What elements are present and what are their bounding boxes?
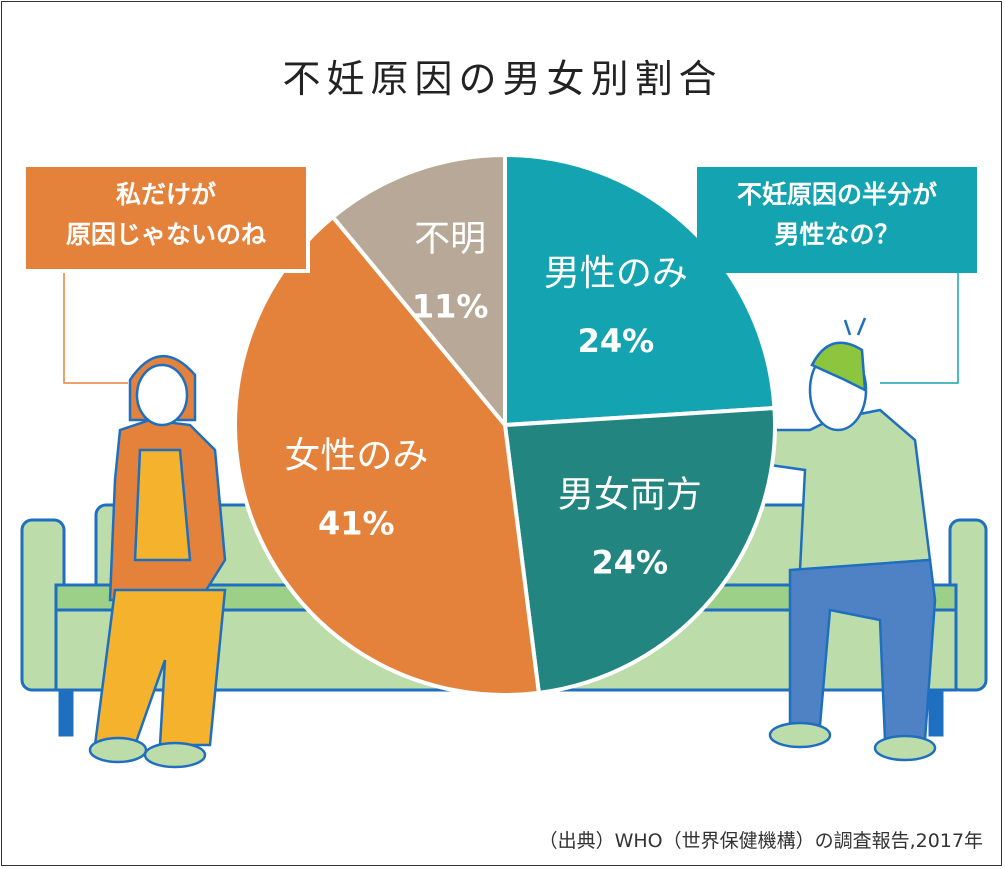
chart-title: 不妊原因の男女別割合 bbox=[282, 57, 723, 101]
pie-slice bbox=[233, 214, 542, 697]
woman-speech-bubble: 私だけが 原因じゃないのね bbox=[26, 167, 310, 273]
pie-slice-label: 女性のみ bbox=[284, 435, 428, 476]
pie-slice bbox=[330, 152, 507, 431]
bubble-line: 男性なの？ bbox=[774, 220, 900, 249]
bubble-line: 原因じゃないのね bbox=[65, 220, 266, 249]
pie-slice-value: 41% bbox=[318, 504, 395, 542]
source-note: （出典）WHO（世界保健機構）の調査報告,2017年 bbox=[538, 830, 983, 852]
pie-slice bbox=[502, 405, 777, 696]
pie-slice-value: 24% bbox=[578, 322, 655, 360]
left-callout-line bbox=[63, 273, 128, 384]
pie-chart: 男性のみ 24% 男女両方 24% 女性のみ 41% 不明 11% bbox=[233, 152, 777, 697]
pie-slice-label: 男女両方 bbox=[558, 474, 702, 515]
pie-slice-label: 不明 bbox=[414, 219, 486, 260]
right-callout-line bbox=[880, 273, 959, 384]
man-speech-bubble: 不妊原因の半分が 男性なの？ bbox=[697, 167, 977, 273]
bubble-line: 私だけが bbox=[115, 180, 216, 209]
bubble-line: 不妊原因の半分が bbox=[736, 180, 937, 209]
pie-slice bbox=[503, 152, 777, 428]
pie-slice-value: 24% bbox=[592, 543, 669, 581]
pie-slice-label: 男性のみ bbox=[544, 253, 688, 294]
pie-slice-value: 11% bbox=[412, 288, 489, 326]
woman-figure bbox=[88, 355, 227, 769]
